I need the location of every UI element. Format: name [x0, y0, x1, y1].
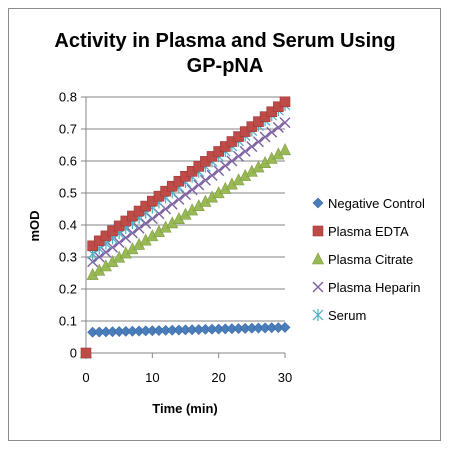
data-point — [199, 174, 211, 186]
data-point — [133, 222, 145, 234]
data-point — [279, 321, 291, 333]
data-point — [126, 227, 138, 239]
y-tick-label: 0.2 — [59, 282, 77, 297]
data-point — [259, 131, 271, 143]
data-point — [226, 155, 238, 167]
x-tick-label: 10 — [145, 370, 159, 385]
legend-marker — [312, 252, 324, 265]
data-point — [272, 121, 284, 133]
data-point — [140, 217, 152, 229]
data-point — [266, 126, 278, 138]
y-tick-label: 0.8 — [59, 90, 77, 105]
legend-label: Plasma EDTA — [328, 224, 409, 239]
legend-item: Plasma EDTA — [312, 224, 409, 239]
y-tick-label: 0.4 — [59, 218, 77, 233]
legend-label: Negative Control — [328, 196, 425, 211]
legend-marker — [312, 309, 324, 321]
x-tick-label: 30 — [278, 370, 292, 385]
y-tick-label: 0.5 — [59, 186, 77, 201]
x-tick-label: 0 — [82, 370, 89, 385]
chart-title-line-1: Activity in Plasma and Serum Using — [54, 30, 396, 52]
series-plasma-heparin — [80, 117, 291, 359]
data-point — [279, 96, 291, 108]
legend-label: Plasma Heparin — [328, 280, 421, 295]
legend-layer: Negative Control Plasma EDTA Plasma Citrat… — [312, 196, 425, 323]
legend-item: Serum — [312, 308, 366, 323]
legend-label: Plasma Citrate — [328, 252, 413, 267]
data-point — [87, 256, 99, 268]
y-tick-label: 0.7 — [59, 122, 77, 137]
axis-layer: 0 0.1 0.2 0.3 0.4 0.5 0.6 0.7 0.8 0 10 20 30 — [59, 90, 292, 386]
data-point — [120, 232, 132, 244]
data-point — [252, 136, 264, 148]
data-point — [233, 150, 245, 162]
series-layer — [80, 96, 291, 359]
data-point — [186, 184, 198, 196]
y-tick-label: 0.1 — [59, 314, 77, 329]
data-point — [80, 347, 92, 359]
data-point — [206, 169, 218, 181]
y-axis-title: mOD — [27, 210, 42, 241]
legend-item: Plasma Heparin — [312, 280, 421, 295]
data-point — [113, 237, 125, 249]
legend-marker — [312, 281, 324, 293]
chart-title-line-2: GP-pNA — [186, 55, 264, 77]
legend-label: Serum — [328, 308, 366, 323]
data-point — [107, 241, 119, 253]
series-negative-control — [80, 321, 291, 359]
legend-item: Negative Control — [312, 196, 425, 211]
data-point — [193, 179, 205, 191]
data-point — [219, 160, 231, 172]
data-point — [239, 145, 251, 157]
series-plasma-citrate — [80, 143, 291, 359]
data-point — [279, 117, 291, 129]
data-point — [93, 251, 105, 263]
legend-marker — [312, 225, 324, 237]
y-tick-label: 0.3 — [59, 250, 77, 265]
legend-marker — [312, 197, 324, 209]
data-point — [213, 165, 225, 177]
data-point — [246, 141, 258, 153]
data-point — [279, 143, 291, 156]
legend-item: Plasma Citrate — [312, 252, 413, 267]
data-point — [180, 189, 191, 201]
x-tick-label: 20 — [211, 370, 225, 385]
y-tick-label: 0 — [70, 346, 77, 361]
data-point — [100, 246, 112, 258]
y-tick-label: 0.6 — [59, 154, 77, 169]
x-axis-title: Time (min) — [152, 401, 218, 416]
series-plasma-edta — [80, 96, 291, 359]
